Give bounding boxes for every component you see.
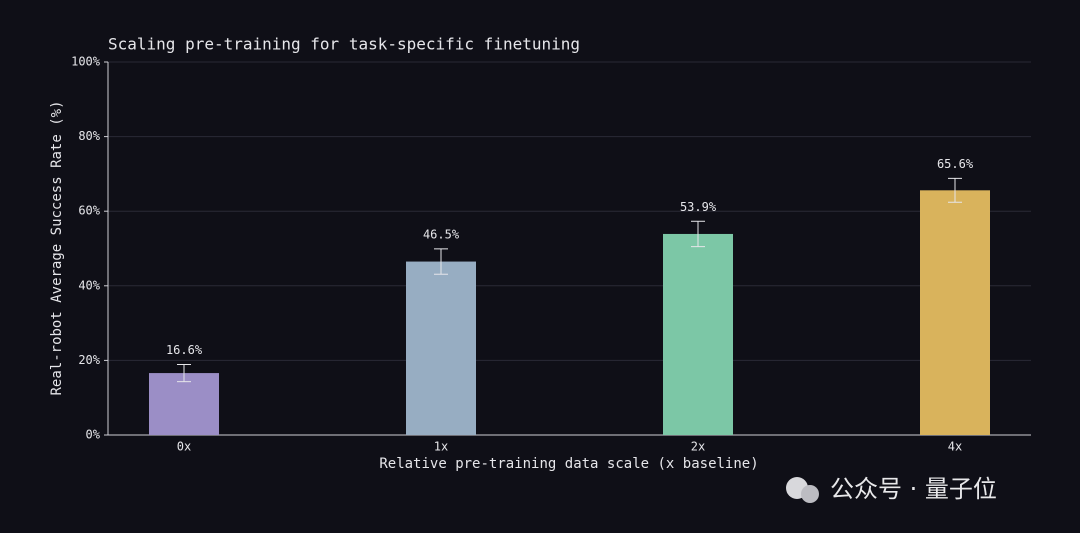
- data-label: 65.6%: [937, 157, 974, 171]
- data-label: 46.5%: [423, 227, 460, 241]
- x-tick-label: 4x: [948, 440, 962, 454]
- y-tick-label: 60%: [78, 204, 100, 218]
- y-tick-label: 100%: [71, 55, 101, 69]
- chart-title: Scaling pre-training for task-specific f…: [108, 35, 580, 54]
- x-tick-label: 1x: [434, 440, 448, 454]
- x-axis-label: Relative pre-training data scale (x base…: [379, 456, 758, 472]
- y-tick-label: 20%: [78, 353, 100, 367]
- watermark-icon: [801, 485, 819, 503]
- y-tick-label: 80%: [78, 129, 100, 143]
- bar: [149, 373, 219, 435]
- bar: [920, 190, 990, 435]
- x-tick-label: 2x: [691, 440, 705, 454]
- y-axis-label: Real-robot Average Success Rate (%): [49, 100, 65, 395]
- bar: [663, 233, 733, 435]
- data-label: 53.9%: [680, 200, 717, 214]
- watermark: 公众号 · 量子位: [786, 475, 997, 503]
- watermark-text: 公众号 · 量子位: [830, 475, 997, 503]
- x-tick-label: 0x: [177, 440, 191, 454]
- data-label: 16.6%: [166, 343, 203, 357]
- y-tick-label: 0%: [86, 428, 101, 442]
- bar: [406, 261, 476, 435]
- y-tick-label: 40%: [78, 278, 100, 292]
